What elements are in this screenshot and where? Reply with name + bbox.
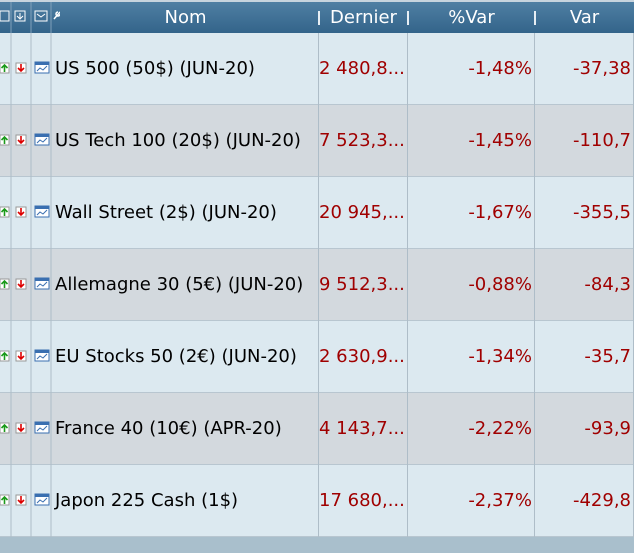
table-cell: -1,67% [408,177,535,249]
table-row[interactable]: Wall Street (2$) (JUN-20) 20 945,... -1,67… [0,177,634,249]
row-icons [0,321,52,393]
table-row[interactable]: US 500 (50$) (JUN-20) 2 480,8... -1,48% -37… [0,33,634,105]
table-row[interactable]: EU Stocks 50 (2€) (JUN-20) 2 630,9... -1,3… [0,321,634,393]
table-cell: 17 680,... [319,465,408,537]
row-icons [0,393,52,465]
table-cell: -35,7 [535,321,634,393]
table-cell: US Tech 100 (20$) (JUN-20) [52,105,319,177]
column-header: %Var [448,7,495,28]
row-icons [0,465,52,537]
header-separator [534,11,536,25]
table-cell: -84,3 [535,249,634,321]
row-icons [0,177,52,249]
table-cell: France 40 (10€) (APR-20) [52,393,319,465]
row-icons [0,249,52,321]
column-header: Var [569,7,600,28]
table-cell: Japon 225 Cash (1$) [52,465,319,537]
table-cell: 7 523,3... [319,105,408,177]
table-cell: 4 143,7... [319,393,408,465]
table-cell: Wall Street (2$) (JUN-20) [52,177,319,249]
table-cell: US 500 (50$) (JUN-20) [52,33,319,105]
table-cell: 9 512,3... [319,249,408,321]
column-header: Dernier [330,7,397,28]
table-cell: -93,9 [535,393,634,465]
table-cell: -0,88% [408,249,535,321]
table-cell: -2,37% [408,465,535,537]
table-row[interactable]: Allemagne 30 (5€) (JUN-20) 9 512,3... -0,8… [0,249,634,321]
table-header: Nom Dernier %Var Var [0,0,634,33]
table-row[interactable]: US Tech 100 (20$) (JUN-20) 7 523,3... -1,4… [0,105,634,177]
table-cell: 2 480,8... [319,33,408,105]
row-icons [0,105,52,177]
header-icons [0,2,60,33]
table-cell: -1,48% [408,33,535,105]
table-row[interactable]: Japon 225 Cash (1$) 17 680,... -2,37% -429,… [0,465,634,537]
table-cell: 2 630,9... [319,321,408,393]
table-cell: -429,8 [535,465,634,537]
column-header: Nom [164,7,207,28]
table-cell: -37,38 [535,33,634,105]
header-separator [407,11,409,25]
table-cell: -2,22% [408,393,535,465]
header-separator [318,11,320,25]
table-cell: Allemagne 30 (5€) (JUN-20) [52,249,319,321]
table-cell: -1,34% [408,321,535,393]
table-cell: EU Stocks 50 (2€) (JUN-20) [52,321,319,393]
table-cell: -110,7 [535,105,634,177]
row-icons [0,33,52,105]
table-cell: -1,45% [408,105,535,177]
table-row[interactable]: France 40 (10€) (APR-20) 4 143,7... -2,22%… [0,393,634,465]
table-cell: 20 945,... [319,177,408,249]
table-cell: -355,5 [535,177,634,249]
